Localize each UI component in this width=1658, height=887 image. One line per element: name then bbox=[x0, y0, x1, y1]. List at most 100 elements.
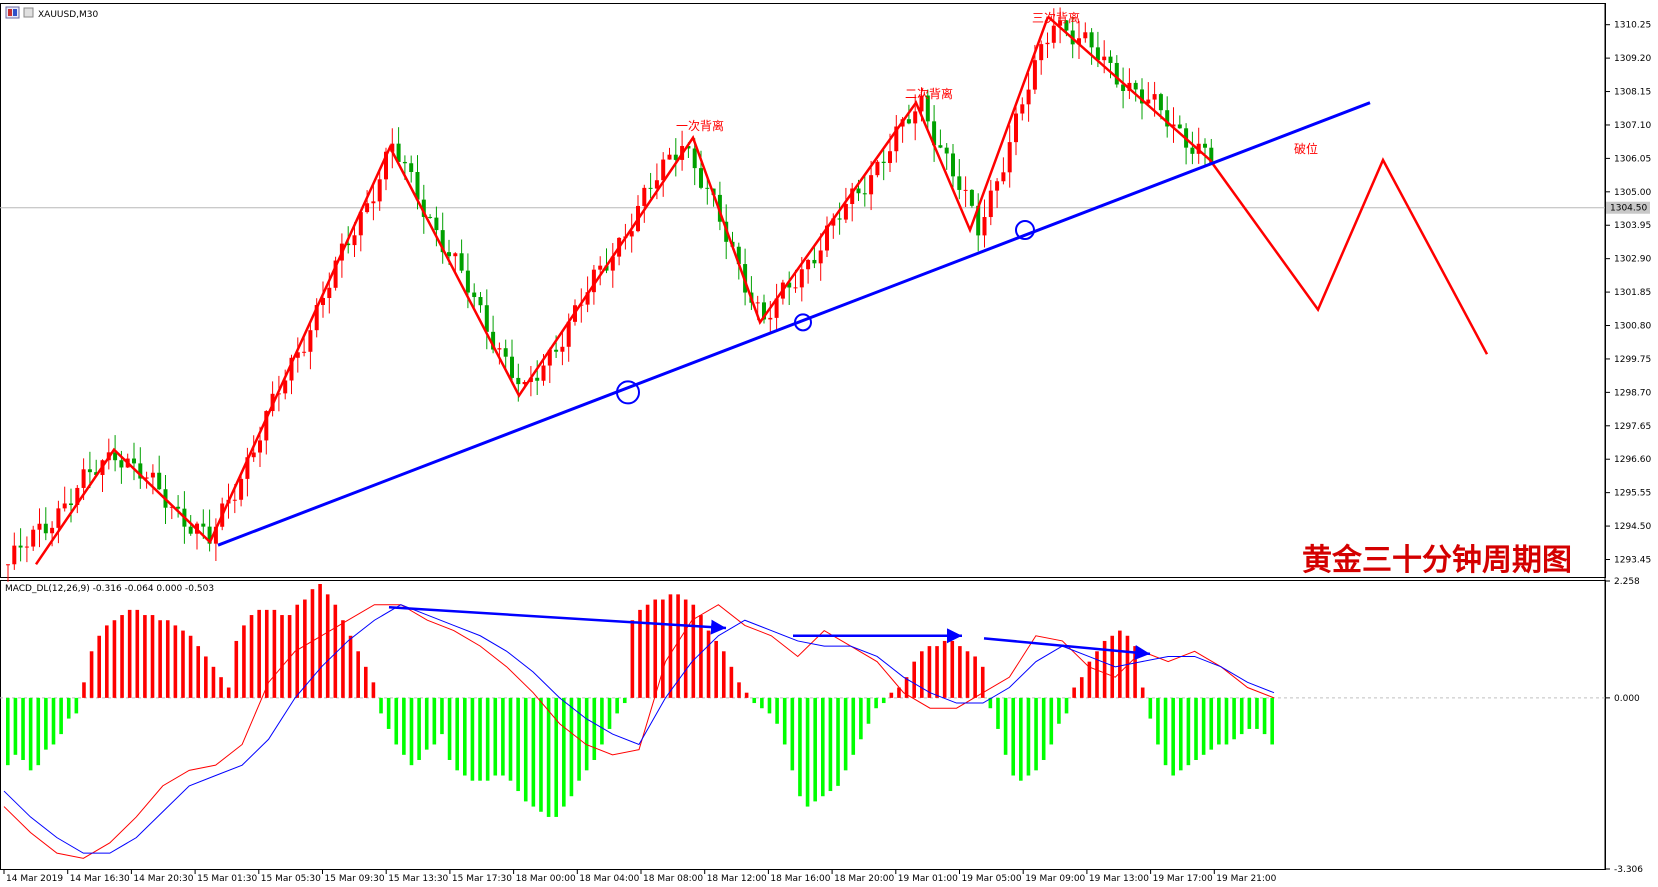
price-tick-label: 1307.10 bbox=[1614, 121, 1651, 131]
macd-histogram-bar bbox=[1003, 697, 1008, 755]
macd-histogram-bar bbox=[752, 697, 757, 704]
macd-histogram-bar bbox=[1163, 697, 1168, 766]
candle-body bbox=[875, 161, 880, 176]
candle-body bbox=[302, 351, 307, 353]
candle-body bbox=[667, 154, 672, 160]
candle-body bbox=[409, 163, 414, 173]
macd-histogram-bar bbox=[1148, 697, 1153, 719]
macd-histogram-bar bbox=[942, 640, 947, 698]
candle-body bbox=[258, 440, 262, 453]
macd-histogram-bar bbox=[630, 620, 635, 698]
macd-histogram-bar bbox=[97, 635, 102, 698]
candle-body bbox=[598, 265, 603, 270]
macd-histogram-bar bbox=[341, 620, 345, 698]
macd-histogram-bar bbox=[127, 609, 132, 698]
macd-histogram-bar bbox=[135, 609, 140, 698]
candle-body bbox=[661, 159, 666, 181]
candle-body bbox=[56, 508, 61, 528]
candle-body bbox=[1077, 38, 1081, 45]
price-tick-label: 1296.60 bbox=[1614, 455, 1651, 465]
macd-histogram-bar bbox=[409, 697, 414, 766]
macd-histogram-bar bbox=[1171, 697, 1175, 776]
macd-histogram-bar bbox=[958, 646, 962, 698]
macd-histogram-bar bbox=[592, 697, 597, 760]
candle-body bbox=[371, 201, 376, 204]
macd-histogram-bar bbox=[950, 640, 955, 698]
candle-body bbox=[881, 161, 886, 164]
candle-body bbox=[1032, 60, 1037, 90]
macd-histogram-bar bbox=[318, 584, 322, 698]
macd-histogram-bar bbox=[737, 682, 741, 698]
macd-histogram-bar bbox=[165, 620, 170, 698]
price-tick-label: 1310.25 bbox=[1614, 21, 1651, 31]
macd-histogram-bar bbox=[729, 666, 734, 698]
macd-histogram-bar bbox=[1079, 677, 1084, 698]
macd-histogram-bar bbox=[1262, 697, 1267, 735]
candle-body bbox=[888, 151, 892, 164]
macd-histogram-bar bbox=[333, 604, 338, 698]
price-pane[interactable] bbox=[0, 7, 1605, 582]
macd-histogram-bar bbox=[424, 697, 429, 750]
candle-body bbox=[913, 111, 918, 124]
candle-body bbox=[1140, 89, 1144, 104]
macd-histogram-bar bbox=[280, 615, 284, 698]
macd-histogram-bar bbox=[1133, 646, 1137, 698]
candle-body bbox=[957, 176, 962, 190]
candle-body bbox=[1209, 147, 1214, 164]
candle-body bbox=[699, 168, 703, 188]
candle-body bbox=[1058, 20, 1063, 26]
macd-histogram-bar bbox=[417, 697, 421, 760]
candle-body bbox=[1102, 56, 1107, 61]
candle-body bbox=[995, 181, 1000, 191]
candle-body bbox=[869, 175, 874, 195]
macd-histogram-bar bbox=[432, 697, 437, 745]
candle-body bbox=[856, 188, 861, 194]
candle-body bbox=[245, 457, 250, 479]
macd-histogram-bar bbox=[363, 666, 368, 698]
candle-body bbox=[43, 523, 48, 534]
time-tick-label: 15 Mar 09:30 bbox=[325, 874, 385, 884]
macd-histogram-bar bbox=[767, 697, 772, 714]
time-tick-label: 19 Mar 01:00 bbox=[898, 874, 958, 884]
candle-body bbox=[213, 526, 218, 544]
macd-histogram-bar bbox=[638, 609, 642, 698]
macd-histogram-bar bbox=[706, 630, 711, 698]
macd-histogram-bar bbox=[105, 625, 109, 698]
candle-body bbox=[314, 304, 319, 331]
time-tick-label: 19 Mar 13:00 bbox=[1089, 874, 1149, 884]
macd-histogram-bar bbox=[523, 697, 528, 802]
macd-histogram-bar bbox=[615, 697, 619, 714]
macd-histogram-bar bbox=[1102, 640, 1107, 698]
axes: 1310.25 1309.20 1308.15 1307.10 1306.05 1305.… bbox=[3, 21, 1651, 884]
candle-body bbox=[1020, 104, 1025, 114]
candle-body bbox=[818, 250, 823, 264]
macd-histogram-bar bbox=[935, 646, 939, 698]
macd-histogram-bar bbox=[607, 697, 612, 729]
divergence-label-3: 三次背离 bbox=[1032, 10, 1080, 25]
macd-histogram-bar bbox=[120, 615, 124, 698]
macd-histogram-bar bbox=[828, 697, 833, 792]
macd-histogram-bar bbox=[813, 697, 817, 802]
candle-body bbox=[554, 349, 559, 352]
candle-body bbox=[862, 193, 867, 195]
macd-histogram-bar bbox=[59, 697, 63, 735]
candle-body bbox=[503, 348, 508, 357]
macd-histogram-bar bbox=[1224, 697, 1229, 745]
candle-body bbox=[415, 172, 420, 200]
candle-body bbox=[541, 365, 546, 381]
candle-body bbox=[18, 545, 23, 548]
candle-body bbox=[1121, 84, 1126, 91]
macd-histogram-bar bbox=[920, 651, 924, 698]
price-tick-label: 1302.90 bbox=[1614, 255, 1651, 265]
candle-body bbox=[459, 253, 464, 271]
macd-histogram-bar bbox=[181, 630, 185, 698]
candle-body bbox=[982, 217, 987, 236]
macd-pane[interactable] bbox=[0, 584, 1605, 859]
macd-histogram-bar bbox=[790, 697, 795, 771]
candle-body bbox=[642, 187, 647, 206]
macd-histogram-bar bbox=[478, 697, 482, 781]
candle-body bbox=[774, 298, 779, 318]
candle-body bbox=[925, 95, 930, 122]
macd-histogram-bar bbox=[554, 697, 559, 817]
